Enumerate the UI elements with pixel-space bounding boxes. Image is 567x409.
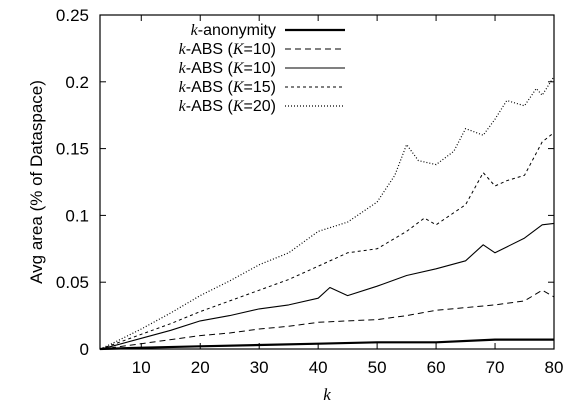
y-tick-label: 0.15 xyxy=(56,140,89,159)
y-tick-label: 0.05 xyxy=(56,273,89,292)
y-tick-label: 0 xyxy=(80,340,89,359)
legend: k-anonymity k-ABS (K=10) k-ABS (K=10) k-ABS… xyxy=(179,22,345,115)
y-axis-title: Avg area (% of Dataspace) xyxy=(27,80,46,284)
legend-label-2: k-ABS (K=10) xyxy=(179,41,276,58)
series-group xyxy=(99,76,555,351)
x-tick-label: 60 xyxy=(427,358,446,377)
x-tick-label: 30 xyxy=(250,358,269,377)
legend-label-5: k-ABS (K=20) xyxy=(179,98,276,115)
series-line-2 xyxy=(99,289,555,350)
plot-frame xyxy=(99,14,555,350)
series-line-1 xyxy=(99,338,554,351)
x-tick-label: 10 xyxy=(132,358,151,377)
x-tick-label: 70 xyxy=(486,358,505,377)
legend-label-3: k-ABS (K=10) xyxy=(179,60,276,77)
legend-label-1: k-anonymity xyxy=(191,22,276,39)
x-tick-label: 20 xyxy=(191,358,210,377)
legend-label-4: k-ABS (K=15) xyxy=(179,79,276,96)
x-axis-title: k xyxy=(323,385,331,404)
plot-area xyxy=(99,14,555,350)
x-tick-label: 50 xyxy=(368,358,387,377)
x-tick-label: 40 xyxy=(309,358,328,377)
x-axis: 10 20 30 40 50 60 70 80 xyxy=(132,15,564,377)
series-line-4 xyxy=(99,132,555,350)
y-tick-label: 0.25 xyxy=(56,6,89,25)
series-line-5 xyxy=(99,76,555,350)
y-tick-label: 0.1 xyxy=(65,206,89,225)
y-axis: 0 0.05 0.1 0.15 0.2 0.25 xyxy=(56,6,554,359)
x-tick-label: 80 xyxy=(545,358,564,377)
y-tick-label: 0.2 xyxy=(65,73,89,92)
series-line-3 xyxy=(99,222,555,350)
